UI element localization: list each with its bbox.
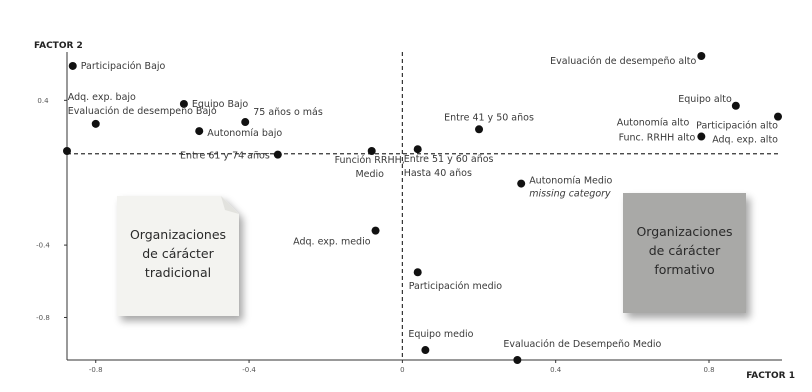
y-axis-title: FACTOR 2 [34,41,83,51]
p-missing-category-label: missing category [529,189,611,200]
note-paper [117,196,239,316]
p-participacion-bajo-marker [68,61,77,70]
p-participacion-adq-alto-label: Adq. exp. alto [712,135,778,146]
p-adq-exp-medio-label: Adq. exp. medio [293,237,371,248]
note-organizaciones-tradicional [117,196,239,316]
p-61-74-anos-label: Entre 61 y 74 años [180,151,270,162]
p-autonomia-medio-label: Autonomía Medio [529,176,612,187]
p-funcion-rrhh-medio-label: Medio [355,169,384,180]
y-tick-label: -0.4 [36,242,50,250]
p-equipo-medio-label: Equipo medio [408,329,473,340]
note-fold [221,196,239,214]
p-participacion-medio-label: Participación medio [409,281,503,292]
y-tick-label: -0.8 [36,314,50,322]
p-evaluacion-desempeno-medio-label: Evaluación de Desempeño Medio [503,339,661,350]
x-axis-title: FACTOR 1 [746,371,795,381]
point-labels: Participación Bajo Equipo Bajo Adq. exp. b… [68,56,778,350]
p-equipo-medio-marker [421,346,430,355]
p-evaluacion-desempeno-alto-label: Evaluación de desempeño alto [550,56,696,67]
x-tick-label: -0.4 [242,366,256,374]
sticky-notes: Organizaciones de cárácter tradicional Orga… [117,193,746,316]
p-autonomia-bajo-marker [195,127,204,136]
y-tick-label: 0.4 [37,97,49,105]
p-participacion-adq-alto-label: Participación alto [696,121,778,132]
p-participacion-adq-alto-marker [774,112,782,121]
p-participacion-medio-marker [413,268,422,277]
p-autonomia-funcion-alto-marker [697,132,706,141]
p-adq-evaluacion-bajo-label: Evaluación de desempeño Bajo [68,106,217,117]
x-tick-label: -0.8 [89,366,103,374]
p-autonomia-medio-marker [517,179,526,188]
p-equipo-alto-marker [731,101,740,110]
p-75-anos-marker [241,118,250,127]
p-autonomia-bajo-label: Autonomía bajo [207,128,282,139]
p-autonomia-funcion-alto-label: Func. RRHH alto [619,133,696,144]
note-text-line: de cárácter [649,243,721,258]
p-evaluacion-desempeno-medio-marker [513,356,522,364]
p-51-60-hasta-40-label: Entre 51 y 60 años [404,154,494,165]
p-evaluacion-desempeno-alto-marker [697,52,706,60]
p-left-edge-marker [63,147,71,155]
p-autonomia-funcion-alto-label: Autonomía alto [617,118,690,129]
x-tick-label: 0.4 [550,366,562,374]
p-funcion-rrhh-medio-marker [367,147,376,155]
note-text-line: tradicional [145,265,211,280]
axes-group: -0.8 -0.4 0 0.4 0.8 0.4 -0.4 -0.8 [36,52,782,374]
note-text-line: Organizaciones [130,227,226,242]
note-organizaciones-formativo [623,193,746,313]
p-participacion-bajo-label: Participación Bajo [81,61,166,72]
p-75-anos-label: 75 años o más [253,107,323,118]
p-51-60-hasta-40-label: Hasta 40 años [404,168,472,179]
p-adq-exp-medio-marker [371,226,380,235]
p-41-50-anos-marker [475,125,484,134]
note-text-line: Organizaciones [636,224,732,239]
p-equipo-bajo-label: Equipo Bajo [192,99,249,110]
p-51-60-hasta-40-marker [413,145,422,154]
data-points [63,52,782,364]
p-61-74-anos-marker [273,150,282,159]
note-text-line: formativo [654,262,714,277]
p-41-50-anos-label: Entre 41 y 50 años [444,112,534,123]
origin-dashed-lines [67,52,780,360]
note-text-line: de cárácter [142,246,214,261]
p-adq-evaluacion-bajo-label: Adq. exp. bajo [68,92,136,103]
p-adq-evaluacion-bajo-marker [91,119,100,128]
p-equipo-alto-label: Equipo alto [678,94,732,105]
x-tick-label: 0 [400,366,404,374]
x-tick-label: 0.8 [703,366,714,374]
note-paper [623,193,746,313]
p-equipo-bajo-marker [179,99,188,108]
p-funcion-rrhh-medio-label: Función RRHH, [335,155,405,166]
